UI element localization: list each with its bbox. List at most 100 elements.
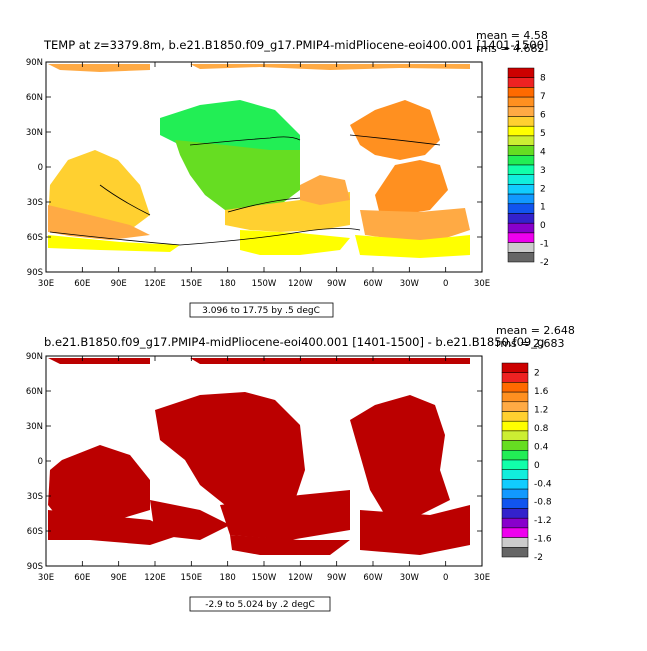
colorbar-swatch xyxy=(501,527,529,538)
colorbar-label: 0.8 xyxy=(534,424,549,434)
panel-bottom-lon-axis: 30E 60E 90E 120E 150E 180 150W 120W 90W 60W 30W 0 30… xyxy=(38,356,490,583)
lon-tick-label: 120E xyxy=(144,573,166,583)
colorbar-label: 2 xyxy=(534,369,540,379)
map-bottom-indian-ocean xyxy=(48,445,150,525)
lon-tick-label: 90E xyxy=(111,279,127,289)
lon-tick-label: 120W xyxy=(288,573,313,583)
colorbar-swatch xyxy=(501,469,529,480)
panel-top-map xyxy=(45,61,483,273)
lat-tick-label: 60N xyxy=(26,387,43,397)
colorbar-swatch xyxy=(501,488,529,500)
colorbar-label: 3 xyxy=(540,166,546,176)
map-top-atlantic xyxy=(350,100,440,160)
colorbar-swatch xyxy=(501,537,529,548)
colorbar-label: 4 xyxy=(540,147,546,157)
panel-top-colorbar: 8 7 6 5 4 3 2 1 0 -1 -2 xyxy=(507,67,549,268)
lon-tick-label: 0 xyxy=(443,573,448,583)
panel-top-lat-axis: 90N 60N 30N 0 30S 60S 90S xyxy=(26,58,482,278)
colorbar-swatch xyxy=(501,498,529,509)
lon-tick-label: 150W xyxy=(252,279,277,289)
colorbar-swatch xyxy=(507,193,535,205)
panel-top-title: TEMP at z=3379.8m, b.e21.B1850.f09_g17.P… xyxy=(43,38,548,52)
panel-bottom-lat-axis: 90N 60N 30N 0 30S 60S 90S xyxy=(26,352,482,572)
colorbar-swatch xyxy=(507,96,535,108)
colorbar-swatch xyxy=(501,382,529,393)
lat-tick-label: 30S xyxy=(27,198,43,208)
colorbar-swatch xyxy=(501,547,529,558)
colorbar-label: 0 xyxy=(540,221,546,231)
lon-tick-label: 150W xyxy=(252,573,277,583)
colorbar-swatch xyxy=(501,459,529,470)
colorbar-swatch xyxy=(501,391,529,403)
colorbar-swatch xyxy=(501,450,529,461)
lat-tick-label: 30S xyxy=(27,492,43,502)
colorbar-label: -0.8 xyxy=(534,498,552,508)
lon-tick-label: 30E xyxy=(38,279,54,289)
panel-bottom-title: b.e21.B1850.f09_g17.PMIP4-midPliocene-eo… xyxy=(44,335,544,349)
lat-tick-label: 90N xyxy=(26,58,43,68)
lon-tick-label: 90W xyxy=(327,279,347,289)
colorbar-label: 8 xyxy=(540,74,546,84)
map-bottom-pacific xyxy=(155,392,305,510)
panel-top-lon-axis: 30E 60E 90E 120E 150E 180 150W 120W 90W 60W 30W 0 30… xyxy=(38,62,490,289)
panel-top-rms: rms = 4.682 xyxy=(476,42,544,55)
colorbar-swatch xyxy=(501,440,529,451)
colorbar-swatch xyxy=(507,222,535,234)
lon-tick-label: 90E xyxy=(111,573,127,583)
colorbar-label: 0.4 xyxy=(534,442,549,452)
lon-tick-label: 60E xyxy=(74,279,90,289)
lon-tick-label: 120E xyxy=(144,279,166,289)
colorbar-swatch xyxy=(507,213,535,224)
colorbar-swatch xyxy=(507,164,535,175)
lon-tick-label: 60W xyxy=(363,573,383,583)
colorbar-swatch xyxy=(507,125,535,137)
lon-tick-label: 90W xyxy=(327,573,347,583)
colorbar-swatch xyxy=(507,77,535,88)
colorbar-swatch xyxy=(501,508,529,519)
colorbar-swatch xyxy=(507,106,535,117)
lon-tick-label: 60E xyxy=(74,573,90,583)
panel-bottom: b.e21.B1850.f09_g17.PMIP4-midPliocene-eo… xyxy=(26,324,575,612)
colorbar-swatch xyxy=(507,184,535,195)
colorbar-swatch xyxy=(501,430,529,441)
colorbar-label: -2 xyxy=(540,258,549,268)
colorbar-label: -1 xyxy=(540,240,549,250)
colorbar-label: 6 xyxy=(540,111,546,121)
colorbar-swatch xyxy=(507,203,535,214)
lon-tick-label: 0 xyxy=(443,279,448,289)
colorbar-label: -0.4 xyxy=(534,479,552,489)
panel-bottom-mean: mean = 2.648 xyxy=(496,324,575,337)
lon-tick-label: 180 xyxy=(220,573,236,583)
colorbar-label: 1.6 xyxy=(534,387,549,397)
colorbar-swatch xyxy=(507,67,535,78)
panel-bottom-rms: rms = 2.683 xyxy=(496,337,564,350)
colorbar-swatch xyxy=(507,252,535,263)
colorbar-swatch xyxy=(507,135,535,146)
colorbar-swatch xyxy=(507,242,535,253)
colorbar-swatch xyxy=(507,145,535,156)
colorbar-label: -1.6 xyxy=(534,535,552,545)
lat-tick-label: 60S xyxy=(27,527,43,537)
lon-tick-label: 60W xyxy=(363,279,383,289)
lat-tick-label: 90N xyxy=(26,352,43,362)
colorbar-label: 1.2 xyxy=(534,406,548,416)
lon-tick-label: 150E xyxy=(181,573,203,583)
panel-bottom-map xyxy=(45,355,483,567)
colorbar-swatch xyxy=(507,155,535,166)
colorbar-swatch xyxy=(507,174,535,185)
lon-tick-label: 30W xyxy=(400,279,420,289)
lat-tick-label: 0 xyxy=(38,457,43,467)
colorbar-swatch xyxy=(501,517,529,529)
panel-bottom-range: -2.9 to 5.024 by .2 degC xyxy=(205,600,315,610)
colorbar-swatch xyxy=(501,372,529,383)
colorbar-label: 1 xyxy=(540,203,546,213)
colorbar-label: 5 xyxy=(540,129,546,139)
colorbar-label: 0 xyxy=(534,461,540,471)
colorbar-swatch xyxy=(501,411,529,422)
colorbar-swatch xyxy=(501,401,529,412)
colorbar-swatch xyxy=(507,232,535,243)
lon-tick-label: 30E xyxy=(474,279,490,289)
lat-tick-label: 90S xyxy=(27,562,43,572)
lon-tick-label: 180 xyxy=(220,279,236,289)
